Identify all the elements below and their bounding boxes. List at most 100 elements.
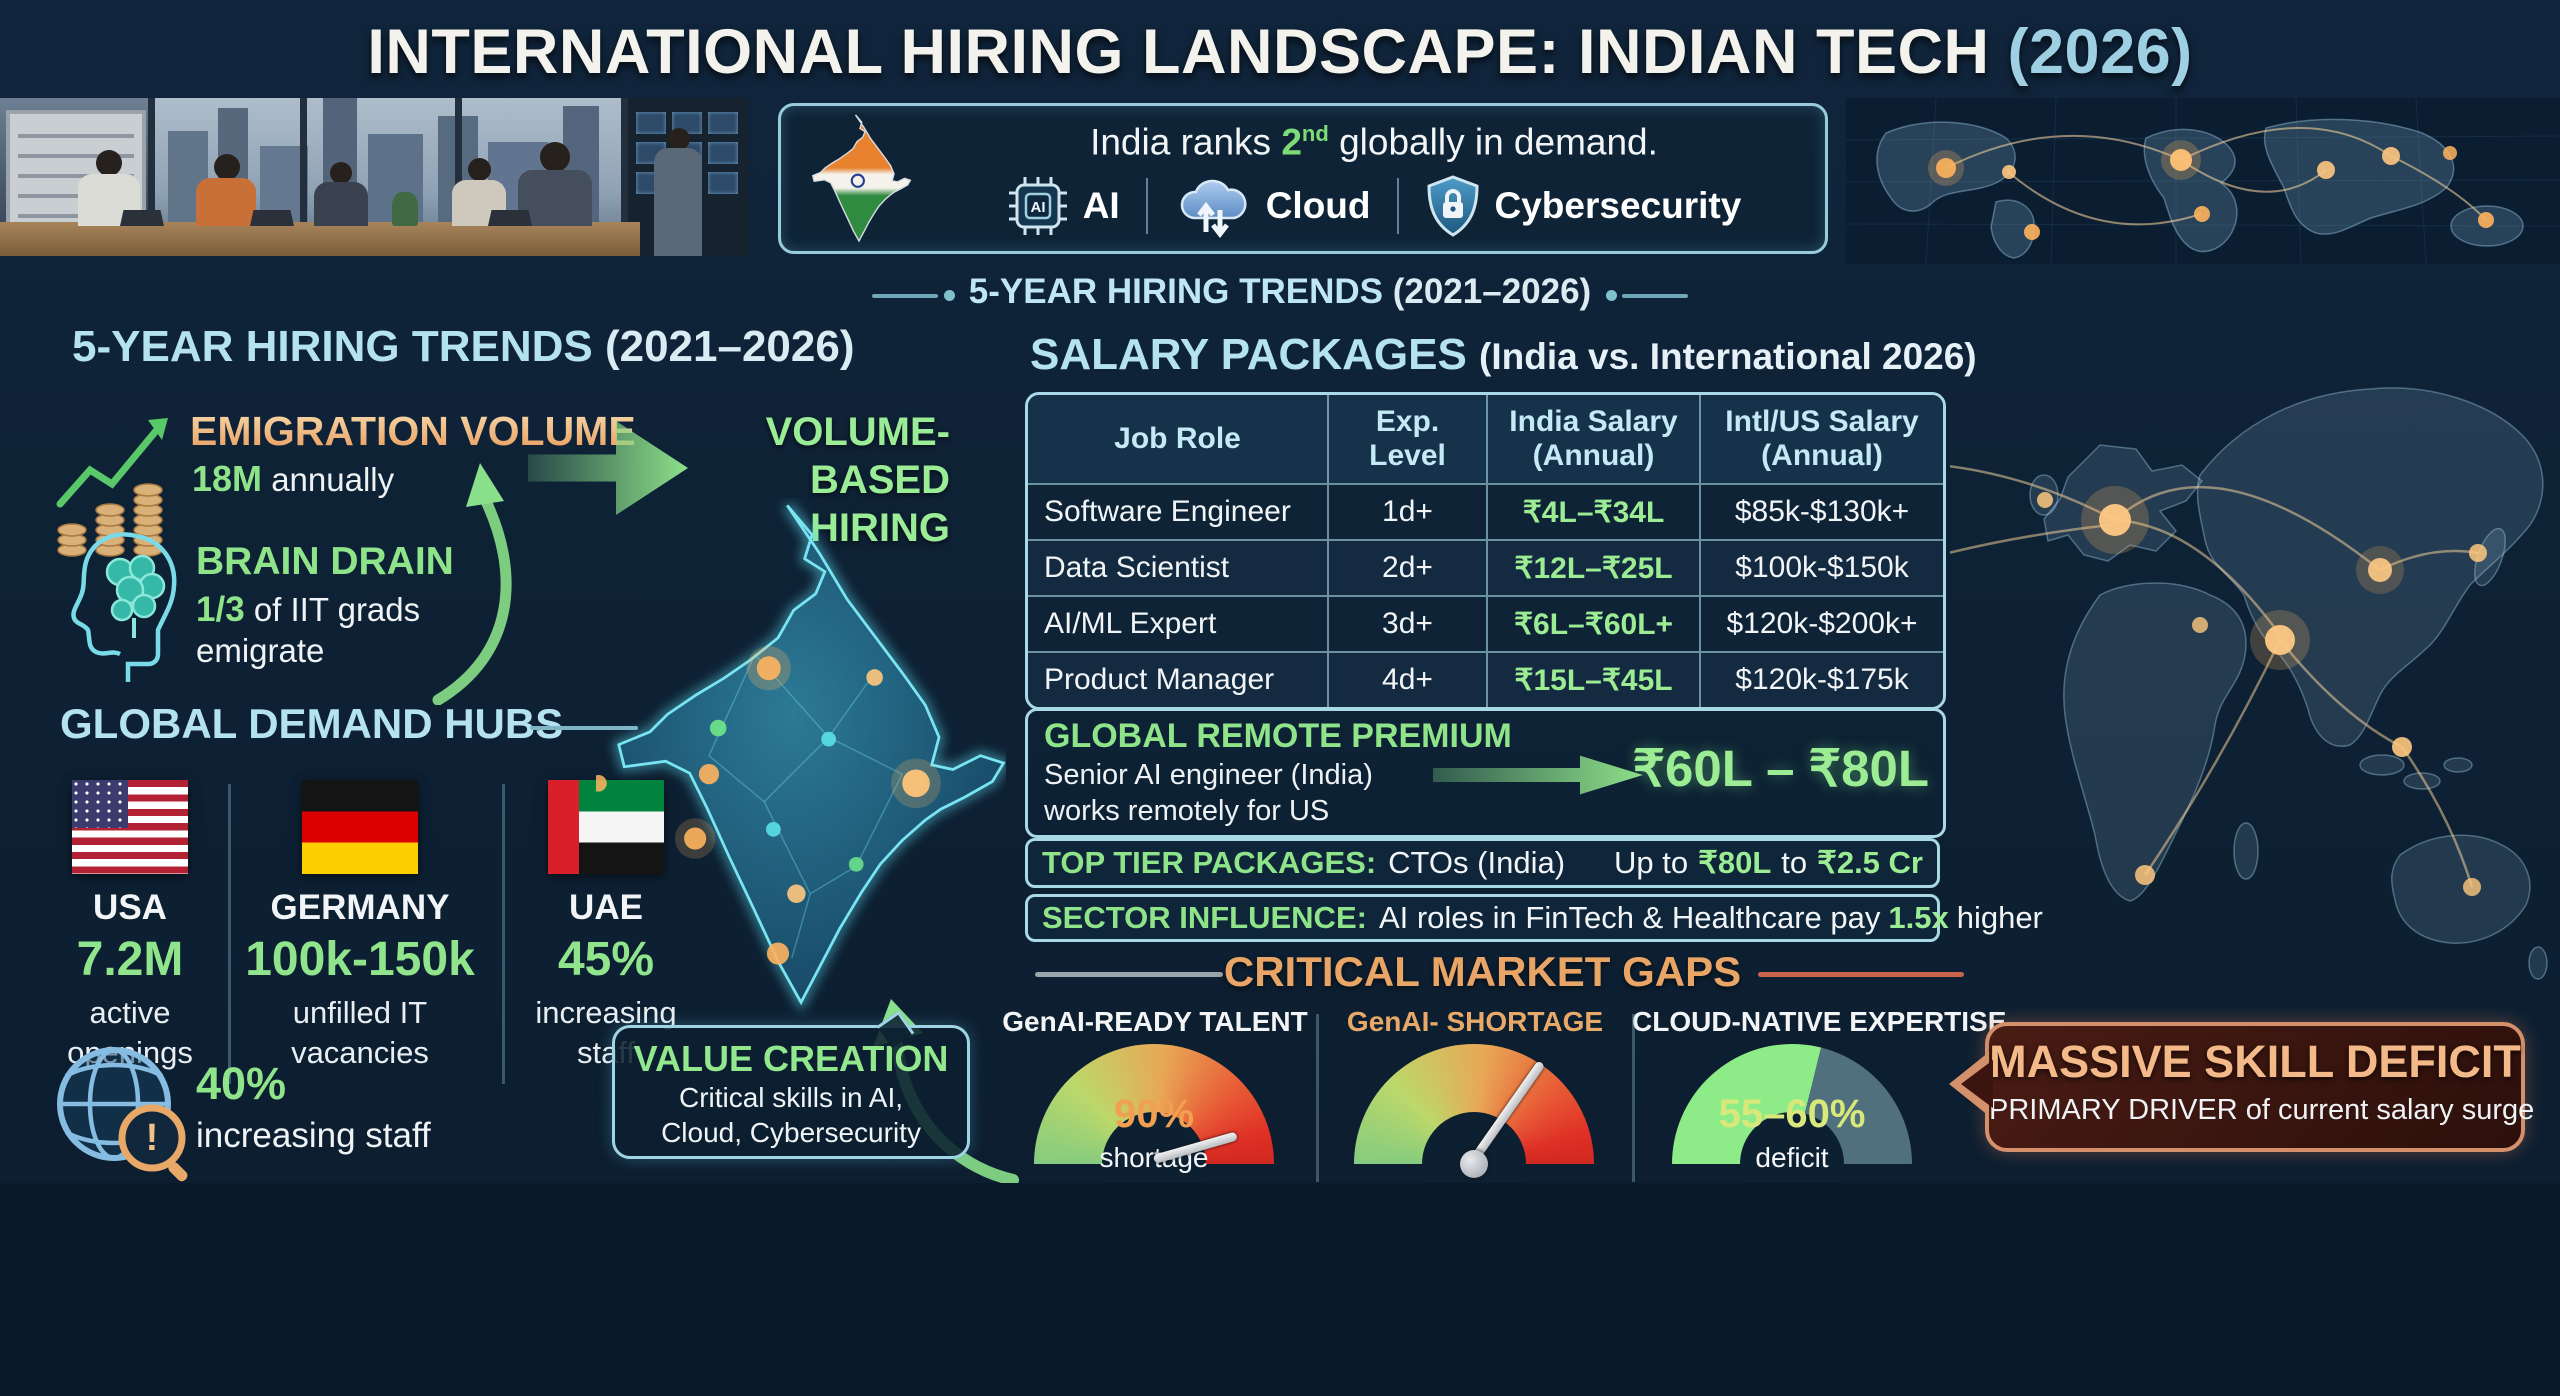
divider-dot-left (944, 290, 955, 301)
person-silhouette (468, 158, 491, 181)
monitor-screen (636, 112, 666, 134)
sector-text: AI roles in FinTech & Healthcare pay (1378, 900, 1881, 935)
person-silhouette (214, 154, 240, 180)
table-cell-india: ₹15L–₹45L (1488, 651, 1701, 707)
usa-flag-icon (72, 780, 188, 874)
monitor-screen (708, 112, 738, 134)
hub-country: UAE (569, 888, 643, 927)
rank-post: globally in demand. (1339, 121, 1658, 163)
table-cell-india: ₹12L–₹25L (1488, 539, 1701, 595)
emigration-value-suffix: annually (271, 461, 395, 498)
rank-pre: India ranks (1090, 121, 1272, 163)
hub-divider (228, 784, 231, 1084)
hub-desc-line: vacancies (291, 1035, 429, 1071)
page-title: INTERNATIONAL HIRING LANDSCAPE: INDIAN T… (0, 16, 2560, 88)
gauge-needle-hub (1460, 1150, 1488, 1178)
gauge-label-genai-talent: GenAI-READY TALENT (1002, 1006, 1308, 1037)
salary-section-heading: SALARY PACKAGES (India vs. International… (1030, 330, 1977, 380)
brain-drain-stat: 1/3 of IIT grads (196, 590, 420, 630)
globe-stat-value: 40% (196, 1058, 287, 1109)
sector-label: SECTOR INFLUENCE: (1042, 900, 1367, 935)
gauge-divider (1632, 1014, 1635, 1182)
emigration-value-number: 18M (192, 458, 263, 499)
massive-skill-deficit-callout: MASSIVE SKILL DEFICIT PRIMARY DRIVER of … (1949, 1022, 2535, 1152)
hub-usa: USA 7.2M active openings (0, 780, 260, 1074)
person-silhouette (540, 142, 570, 172)
left-section-heading: 5-YEAR HIRING TRENDS (2021–2026) (72, 322, 855, 372)
skill-cloud-label: Cloud (1265, 184, 1371, 226)
col-header-job-role: Job Role (1028, 395, 1329, 483)
hubs-heading-rule (530, 726, 638, 730)
table-cell-intl: $120k-$200k+ (1701, 595, 1943, 651)
table-cell-job: Product Manager (1028, 651, 1329, 707)
person-silhouette (330, 162, 352, 184)
gaps-rule-right (1758, 972, 1964, 977)
gauge-genai-talent: 90% shortage (1034, 1044, 1274, 1183)
window-mullion (148, 98, 155, 256)
gauge-cloud-native: 55–60% deficit (1672, 1044, 1912, 1183)
emigration-volume-label: EMIGRATION VOLUME (190, 408, 636, 454)
deficit-title: MASSIVE SKILL DEFICIT (1989, 1036, 2521, 1087)
volume-line2: HIRING (810, 506, 950, 550)
globe-stat-label: increasing staff (196, 1116, 431, 1155)
window-mullion (300, 98, 307, 256)
top-tier-subject: CTOs (India) (1388, 845, 1566, 880)
critical-market-gaps-heading: CRITICAL MARKET GAPS (1223, 948, 1742, 995)
hub-country: USA (93, 888, 167, 927)
germany-flag-icon (302, 780, 418, 874)
table-cell-intl: $120k-$175k (1701, 651, 1943, 707)
india-network-map (596, 502, 1006, 1013)
whiteboard-line (18, 134, 134, 138)
skill-cybersecurity-label: Cybersecurity (1494, 184, 1742, 226)
hub-value: 100k-150k (245, 933, 475, 986)
monitor-screen (708, 142, 738, 164)
world-map-right (1950, 387, 2548, 980)
table-cell-india: ₹4L–₹34L (1488, 483, 1701, 539)
header-line: Exp. (1375, 405, 1440, 439)
hub-desc: unfilled IT vacancies (230, 993, 490, 1074)
divider-range: (2021–2026) (1392, 272, 1592, 311)
salary-heading-sub: (India vs. International 2026) (1479, 336, 1977, 377)
badge-separator (1396, 177, 1399, 234)
volume-line1: VOLUME-BASED (765, 410, 950, 502)
svg-text:AI: AI (1030, 199, 1045, 216)
globe-alert-icon: ! (57, 1047, 188, 1182)
volume-based-hiring-label: VOLUME-BASED HIRING (645, 408, 950, 552)
value-creation-title: VALUE CREATION (633, 1038, 949, 1079)
callout-tail-inner (1961, 1060, 1993, 1108)
skills-row: AI AI Cloud (1007, 174, 1742, 238)
person-silhouette (668, 128, 690, 150)
hub-uae: UAE 45% increasing staff (476, 780, 736, 1074)
india-map-tricolor-icon (811, 113, 912, 242)
col-header-intl-salary: Intl/US Salary (Annual) (1701, 395, 1943, 483)
cloud-icon (1180, 179, 1247, 238)
gauge-divider (1316, 1014, 1319, 1182)
table-cell-job: AI/ML Expert (1028, 595, 1329, 651)
hub-value: 45% (557, 933, 655, 986)
hub-value: 7.2M (76, 933, 184, 986)
infographic-canvas: INTERNATIONAL HIRING LANDSCAPE: INDIAN T… (0, 0, 2560, 1183)
remote-premium-arrow (1433, 755, 1643, 795)
top-tier-value1: ₹80L (1698, 845, 1772, 880)
world-map-top (1846, 98, 2560, 264)
office-desk (0, 222, 640, 256)
remote-premium-desc1: Senior AI engineer (India) (1044, 759, 1373, 791)
brain-drain-curved-arrow (432, 463, 512, 705)
gauge-label-genai-shortage: GenAI- SHORTAGE (1346, 1006, 1604, 1037)
person-silhouette (518, 170, 592, 226)
header-line: (Annual) (1761, 439, 1883, 472)
col-header-exp-level: Exp. Level (1329, 395, 1488, 483)
top-tier-pre: Up to (1614, 845, 1689, 880)
window-mullion (621, 98, 628, 256)
sector-influence-row: SECTOR INFLUENCE: AI roles in FinTech & … (1025, 894, 2043, 942)
skill-cybersecurity: Cybersecurity (1425, 174, 1742, 238)
rank-number: 2 (1281, 121, 1302, 163)
top-tier-mid: to (1781, 845, 1808, 880)
top-tier-label: TOP TIER PACKAGES: (1042, 845, 1377, 880)
hub-desc-line: unfilled IT (292, 995, 428, 1030)
hub-germany: GERMANY 100k-150k unfilled IT vacancies (230, 780, 490, 1074)
deficit-subtitle: PRIMARY DRIVER of current salary surge (1989, 1094, 2535, 1126)
svg-text:!: ! (146, 1117, 159, 1159)
whiteboard-line (18, 154, 134, 158)
